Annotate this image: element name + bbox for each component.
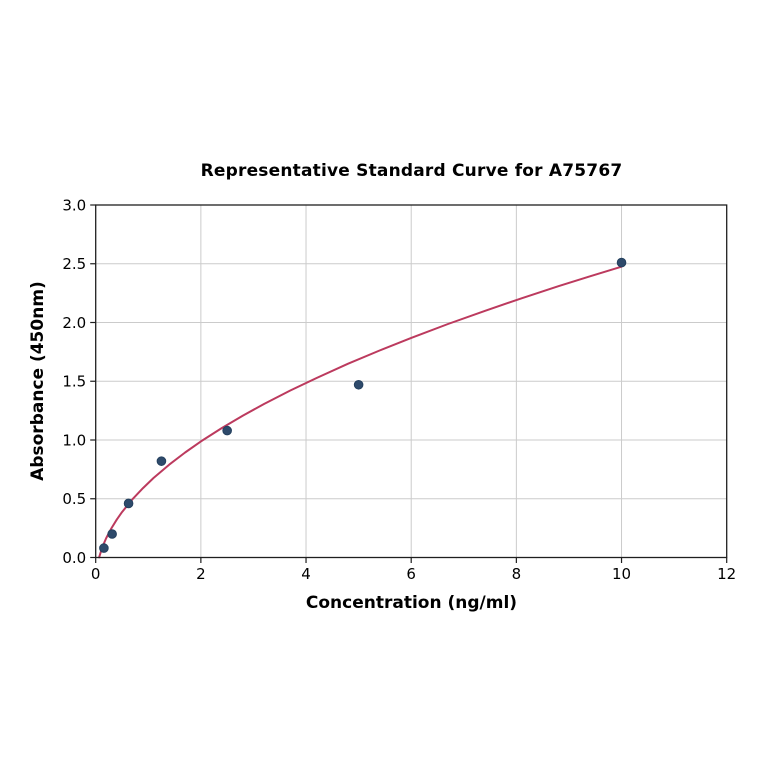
standard-curve-line xyxy=(98,265,623,559)
plot-border xyxy=(95,204,728,559)
x-tick-label: 0 xyxy=(91,565,101,583)
x-tick-label: 12 xyxy=(717,565,736,583)
x-tick-label: 6 xyxy=(406,565,416,583)
data-point xyxy=(222,425,232,436)
y-tick-label: 3.0 xyxy=(62,196,86,214)
x-tick-label: 2 xyxy=(196,565,206,583)
data-point xyxy=(107,529,117,539)
y-tick-label: 0.0 xyxy=(62,549,86,567)
x-axis-label: Concentration (ng/ml) xyxy=(305,593,518,613)
x-tick-label: 8 xyxy=(512,565,522,583)
data-point xyxy=(616,257,627,268)
y-tick-label: 0.5 xyxy=(62,490,86,508)
y-tick-label: 1.0 xyxy=(62,431,86,449)
data-point xyxy=(353,379,364,390)
y-tick-label: 1.5 xyxy=(62,373,86,391)
y-tick-label: 2.0 xyxy=(62,314,86,332)
x-tick-label: 10 xyxy=(612,565,631,583)
data-point xyxy=(123,498,134,509)
data-point xyxy=(156,456,167,466)
chart-title: Representative Standard Curve for A75767 xyxy=(200,161,623,181)
y-tick-label: 2.5 xyxy=(62,255,86,273)
x-tick-label: 4 xyxy=(301,565,311,583)
data-point xyxy=(99,543,109,553)
